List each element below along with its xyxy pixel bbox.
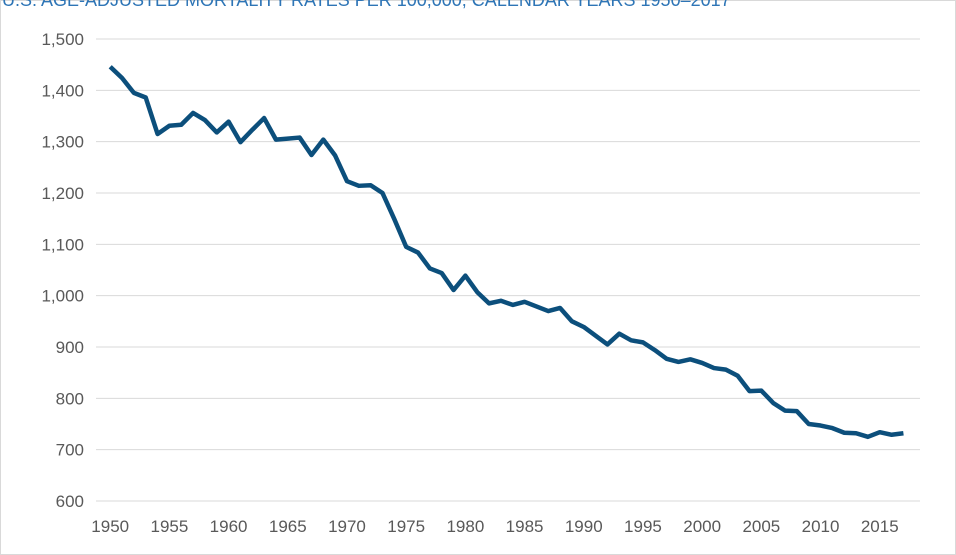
y-tick-label: 1,500 bbox=[41, 30, 84, 49]
y-tick-label: 1,100 bbox=[41, 235, 84, 254]
x-tick-label: 1950 bbox=[91, 517, 129, 536]
y-tick-label: 900 bbox=[56, 338, 84, 357]
y-tick-label: 800 bbox=[56, 389, 84, 408]
x-tick-label: 1990 bbox=[565, 517, 603, 536]
chart-title: U.S. AGE-ADJUSTED MORTALITY RATES PER 10… bbox=[2, 0, 731, 10]
y-tick-label: 700 bbox=[56, 441, 84, 460]
x-tick-label: 1955 bbox=[150, 517, 188, 536]
x-tick-label: 1980 bbox=[446, 517, 484, 536]
x-tick-label: 1985 bbox=[506, 517, 544, 536]
y-tick-label: 1,400 bbox=[41, 81, 84, 100]
y-tick-label: 600 bbox=[56, 492, 84, 511]
x-tick-label: 2005 bbox=[742, 517, 780, 536]
x-tick-label: 1960 bbox=[210, 517, 248, 536]
x-tick-label: 2015 bbox=[861, 517, 899, 536]
data-line bbox=[108, 65, 904, 440]
y-tick-label: 1,000 bbox=[41, 287, 84, 306]
x-tick-label: 1965 bbox=[269, 517, 307, 536]
x-tick-label: 2000 bbox=[683, 517, 721, 536]
x-tick-label: 2010 bbox=[802, 517, 840, 536]
x-tick-label: 1970 bbox=[328, 517, 366, 536]
y-tick-label: 1,300 bbox=[41, 133, 84, 152]
x-tick-label: 1995 bbox=[624, 517, 662, 536]
y-tick-label: 1,200 bbox=[41, 184, 84, 203]
x-tick-label: 1975 bbox=[387, 517, 425, 536]
